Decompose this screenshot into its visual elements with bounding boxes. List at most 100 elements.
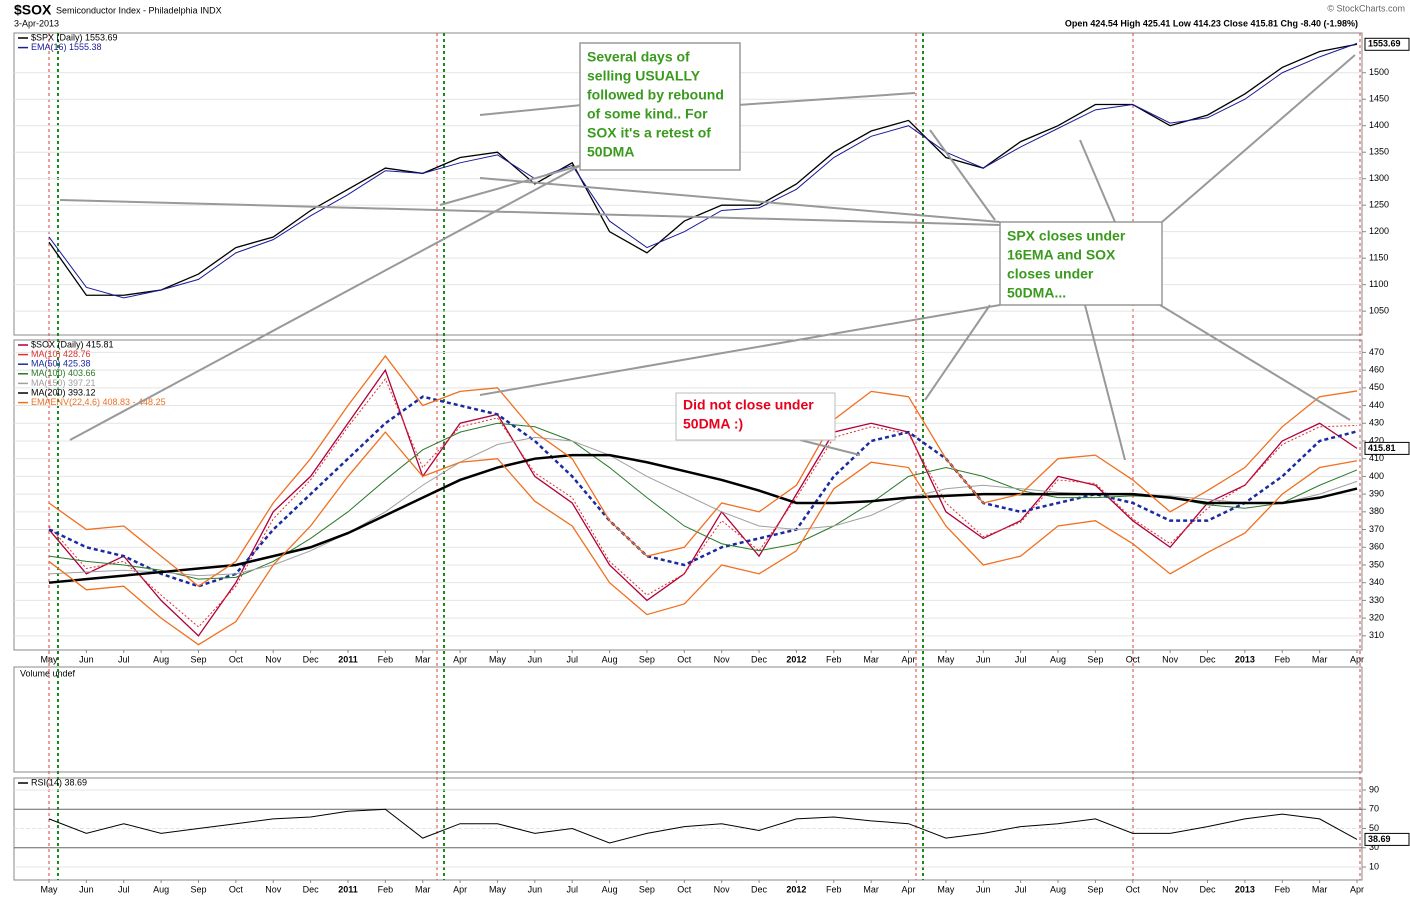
- annotation-line: 50DMA :): [683, 416, 743, 432]
- annotation-line: closes under: [1007, 266, 1094, 282]
- legend-entry: EMA(16) 1555.38: [31, 42, 102, 52]
- x-tick-label: Nov: [1162, 654, 1179, 664]
- x-tick-label: Sep: [190, 654, 206, 664]
- x-tick-label: Apr: [453, 884, 467, 894]
- x-tick-label: May: [40, 654, 58, 664]
- title: $SOX: [14, 2, 52, 18]
- x-tick-label: Sep: [1087, 654, 1103, 664]
- x-tick-label: Mar: [863, 654, 879, 664]
- legend-entry: $SPX (Daily) 1553.69: [31, 32, 118, 42]
- x-tick-label: May: [937, 654, 955, 664]
- y-tick-label: 320: [1369, 612, 1384, 622]
- x-tick-label: Jun: [528, 654, 543, 664]
- y-tick-label: 1500: [1369, 67, 1389, 77]
- x-tick-label: Mar: [1312, 884, 1328, 894]
- y-tick-label: 340: [1369, 577, 1384, 587]
- x-tick-label: Apr: [902, 884, 916, 894]
- series-line: [48, 395, 1358, 588]
- callout: [439, 159, 601, 206]
- x-tick-label: Nov: [265, 654, 282, 664]
- x-tick-label: Oct: [229, 654, 244, 664]
- y-tick-label: 310: [1369, 630, 1384, 640]
- x-tick-label: Feb: [826, 654, 842, 664]
- x-tick-label: Jun: [79, 884, 94, 894]
- x-tick-label: Aug: [153, 654, 169, 664]
- callout: [1079, 139, 1116, 223]
- series-line: [48, 808, 1358, 844]
- y-tick-label: 360: [1369, 542, 1384, 552]
- x-tick-label: Feb: [378, 654, 394, 664]
- x-tick-label: Nov: [714, 654, 731, 664]
- callout: [799, 439, 861, 456]
- x-tick-label: Jun: [976, 654, 991, 664]
- copyright: © StockCharts.com: [1327, 3, 1405, 13]
- callout: [737, 92, 916, 106]
- x-tick-label: Dec: [1200, 884, 1217, 894]
- callout: [479, 304, 1001, 396]
- x-tick-label: Sep: [639, 654, 655, 664]
- x-tick-label: Jul: [1015, 884, 1027, 894]
- x-tick-label: Mar: [1312, 654, 1328, 664]
- legend-entry: $SOX (Daily) 415.81: [31, 339, 114, 349]
- ohlc: Open 424.54 High 425.41 Low 414.23 Close…: [1065, 18, 1358, 28]
- last-value-label: 38.69: [1368, 834, 1391, 844]
- y-tick-label: 390: [1369, 488, 1384, 498]
- y-tick-label: 30: [1369, 842, 1379, 852]
- callout: [479, 177, 1001, 223]
- callout: [1161, 54, 1356, 223]
- legend-entry: RSI(14) 38.69: [31, 777, 87, 787]
- x-tick-label: Jul: [566, 884, 578, 894]
- x-tick-label: Mar: [863, 884, 879, 894]
- x-tick-label: 2012: [786, 654, 806, 664]
- volume-label: Volume undef: [20, 668, 76, 678]
- x-tick-label: Dec: [303, 884, 320, 894]
- x-tick-label: Nov: [265, 884, 282, 894]
- x-tick-label: Oct: [229, 884, 244, 894]
- series-line: [48, 431, 1358, 646]
- x-tick-label: Jun: [528, 884, 543, 894]
- x-tick-label: Apr: [453, 654, 467, 664]
- x-tick-label: Apr: [1350, 654, 1364, 664]
- annotation-line: 16EMA and SOX: [1007, 247, 1116, 263]
- x-tick-label: Apr: [902, 654, 916, 664]
- y-tick-label: 450: [1369, 382, 1384, 392]
- x-tick-label: May: [489, 654, 507, 664]
- callout: [1084, 304, 1126, 461]
- series-line: [48, 42, 1358, 299]
- x-tick-label: Dec: [751, 884, 768, 894]
- annotation-line: selling USUALLY: [587, 68, 701, 84]
- annotation-box: [675, 392, 836, 441]
- x-tick-label: Sep: [190, 884, 206, 894]
- series-line: [48, 354, 1358, 588]
- x-tick-label: Oct: [677, 884, 692, 894]
- y-tick-label: 410: [1369, 453, 1384, 463]
- annotations: Several days of selling USUALLY followed b…: [587, 49, 1126, 432]
- x-tick-label: 2012: [786, 884, 806, 894]
- x-tick-label: Feb: [826, 884, 842, 894]
- y-tick-label: 350: [1369, 559, 1384, 569]
- annotation-line: 50DMA: [587, 144, 634, 160]
- last-value-label: 415.81: [1368, 443, 1396, 453]
- panel: [13, 666, 1363, 773]
- y-tick-label: 470: [1369, 347, 1384, 357]
- callout: [59, 199, 1001, 226]
- y-tick-label: 1450: [1369, 94, 1389, 104]
- annotation-line: Several days of: [587, 49, 690, 65]
- annotation-box: [579, 42, 741, 171]
- x-tick-label: Sep: [639, 884, 655, 894]
- annotation-line: SOX it's a retest of: [587, 125, 711, 141]
- y-tick-label: 90: [1369, 784, 1379, 794]
- callout: [1159, 304, 1351, 421]
- y-tick-label: 1050: [1369, 306, 1389, 316]
- x-tick-label: Feb: [1274, 654, 1290, 664]
- panel: [13, 32, 1363, 336]
- x-tick-label: Feb: [378, 884, 394, 894]
- x-tick-label: Apr: [1350, 884, 1364, 894]
- x-tick-label: Feb: [1274, 884, 1290, 894]
- x-tick-label: Oct: [677, 654, 692, 664]
- panel: [13, 339, 1363, 651]
- y-tick-label: 1350: [1369, 147, 1389, 157]
- x-tick-label: 2011: [338, 884, 358, 894]
- last-value-label: 1553.69: [1368, 39, 1401, 49]
- y-tick-label: 1150: [1369, 253, 1388, 263]
